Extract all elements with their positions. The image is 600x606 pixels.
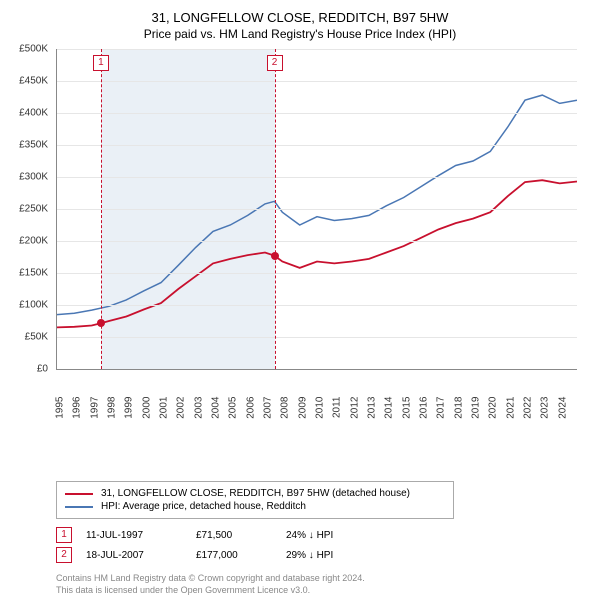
y-tick-label: £250K bbox=[10, 204, 48, 215]
x-tick-label: 2012 bbox=[349, 397, 360, 437]
sale-price: £71,500 bbox=[196, 530, 286, 541]
sale-marker-number: 2 bbox=[267, 55, 283, 71]
x-tick-label: 2011 bbox=[332, 397, 343, 437]
gridline bbox=[57, 241, 577, 242]
gridline bbox=[57, 273, 577, 274]
x-tick-label: 2024 bbox=[557, 397, 568, 437]
legend-swatch-blue bbox=[65, 506, 93, 508]
x-tick-label: 2019 bbox=[471, 397, 482, 437]
gridline bbox=[57, 49, 577, 50]
credit-line-1: Contains HM Land Registry data © Crown c… bbox=[56, 573, 590, 585]
x-tick-label: 2023 bbox=[540, 397, 551, 437]
gridline bbox=[57, 81, 577, 82]
x-tick-label: 2020 bbox=[488, 397, 499, 437]
y-tick-label: £350K bbox=[10, 140, 48, 151]
y-tick-label: £300K bbox=[10, 172, 48, 183]
x-tick-label: 1997 bbox=[89, 397, 100, 437]
x-tick-label: 2003 bbox=[193, 397, 204, 437]
gridline bbox=[57, 113, 577, 114]
credit: Contains HM Land Registry data © Crown c… bbox=[56, 573, 590, 596]
chart-title: 31, LONGFELLOW CLOSE, REDDITCH, B97 5HW bbox=[10, 10, 590, 25]
x-tick-label: 2002 bbox=[176, 397, 187, 437]
legend-row-red: 31, LONGFELLOW CLOSE, REDDITCH, B97 5HW … bbox=[65, 488, 445, 499]
sale-row-number: 1 bbox=[56, 527, 72, 543]
legend: 31, LONGFELLOW CLOSE, REDDITCH, B97 5HW … bbox=[56, 481, 454, 519]
x-tick-label: 2009 bbox=[297, 397, 308, 437]
y-tick-label: £100K bbox=[10, 300, 48, 311]
x-tick-label: 2013 bbox=[367, 397, 378, 437]
x-tick-label: 2021 bbox=[505, 397, 516, 437]
sale-price: £177,000 bbox=[196, 550, 286, 561]
x-tick-label: 2015 bbox=[401, 397, 412, 437]
x-tick-label: 1999 bbox=[124, 397, 135, 437]
sale-row-number: 2 bbox=[56, 547, 72, 563]
gridline bbox=[57, 145, 577, 146]
x-tick-label: 2005 bbox=[228, 397, 239, 437]
y-tick-label: £450K bbox=[10, 76, 48, 87]
chart-subtitle: Price paid vs. HM Land Registry's House … bbox=[10, 27, 590, 41]
x-tick-label: 2008 bbox=[280, 397, 291, 437]
legend-label-red: 31, LONGFELLOW CLOSE, REDDITCH, B97 5HW … bbox=[101, 488, 410, 499]
x-tick-label: 2022 bbox=[523, 397, 534, 437]
legend-label-blue: HPI: Average price, detached house, Redd… bbox=[101, 501, 306, 512]
plot: 12 bbox=[56, 49, 577, 370]
sale-marker-dot bbox=[97, 319, 105, 327]
gridline bbox=[57, 337, 577, 338]
sale-delta: 24% ↓ HPI bbox=[286, 530, 396, 541]
x-tick-label: 2007 bbox=[263, 397, 274, 437]
sale-marker-dot bbox=[271, 252, 279, 260]
credit-line-2: This data is licensed under the Open Gov… bbox=[56, 585, 590, 597]
gridline bbox=[57, 177, 577, 178]
x-tick-label: 1996 bbox=[72, 397, 83, 437]
sale-marker-number: 1 bbox=[93, 55, 109, 71]
sale-date: 18-JUL-2007 bbox=[86, 550, 196, 561]
x-tick-label: 2006 bbox=[245, 397, 256, 437]
x-tick-label: 2000 bbox=[141, 397, 152, 437]
x-tick-label: 2014 bbox=[384, 397, 395, 437]
x-tick-label: 2004 bbox=[211, 397, 222, 437]
x-axis: 1995199619971998199920002001200220032004… bbox=[56, 373, 576, 421]
y-axis: £0£50K£100K£150K£200K£250K£300K£350K£400… bbox=[10, 49, 52, 369]
x-tick-label: 1995 bbox=[55, 397, 66, 437]
x-tick-label: 2018 bbox=[453, 397, 464, 437]
x-tick-label: 2017 bbox=[436, 397, 447, 437]
y-tick-label: £400K bbox=[10, 108, 48, 119]
y-tick-label: £50K bbox=[10, 332, 48, 343]
x-tick-label: 2010 bbox=[315, 397, 326, 437]
x-tick-label: 2001 bbox=[159, 397, 170, 437]
legend-row-blue: HPI: Average price, detached house, Redd… bbox=[65, 501, 445, 512]
sale-delta: 29% ↓ HPI bbox=[286, 550, 396, 561]
legend-swatch-red bbox=[65, 493, 93, 495]
y-tick-label: £200K bbox=[10, 236, 48, 247]
sale-marker-line bbox=[275, 49, 276, 369]
x-tick-label: 1998 bbox=[107, 397, 118, 437]
chart-area: £0 £50K £100K £150K £200K £250K £300K £350K £400… bbox=[10, 49, 590, 425]
sale-date: 11-JUL-1997 bbox=[86, 530, 196, 541]
sale-row: 2 18-JUL-2007£177,00029% ↓ HPI bbox=[56, 547, 590, 563]
sale-row: 1 11-JUL-1997£71,50024% ↓ HPI bbox=[56, 527, 590, 543]
y-tick-label: £0 bbox=[10, 364, 48, 375]
gridline bbox=[57, 305, 577, 306]
gridline bbox=[57, 209, 577, 210]
y-tick-label: £500K bbox=[10, 44, 48, 55]
y-tick-label: £150K bbox=[10, 268, 48, 279]
sales-table: 1 11-JUL-1997£71,50024% ↓ HPI 2 18-JUL-2007… bbox=[56, 527, 590, 563]
x-tick-label: 2016 bbox=[419, 397, 430, 437]
